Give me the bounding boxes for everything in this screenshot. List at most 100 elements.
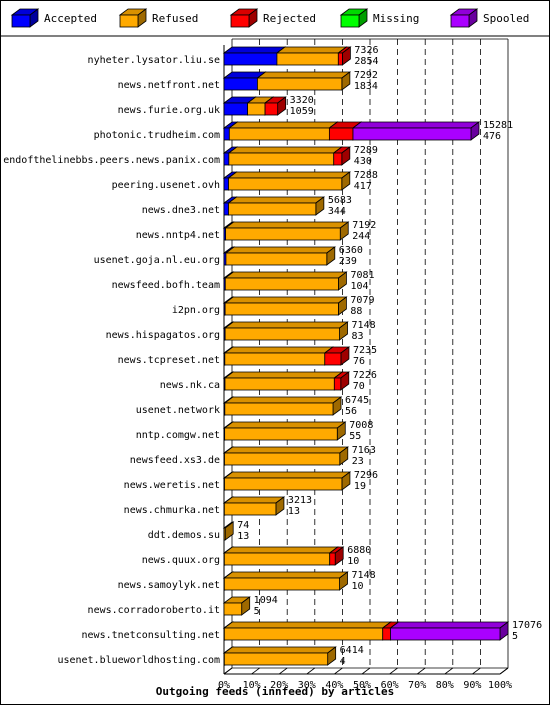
- bar-segment-refused: [222, 521, 235, 541]
- host-label: news.dne3.net: [142, 205, 220, 216]
- offered-value: 3213: [288, 495, 312, 506]
- spooled-value: 4: [340, 656, 346, 667]
- x-tick-label: 30%: [298, 680, 316, 691]
- bar-group: [222, 396, 343, 416]
- x-tick: [416, 667, 426, 675]
- bar-group: [222, 571, 349, 591]
- bar-segment-rejected: [263, 96, 287, 116]
- bar-segment-refused: [223, 621, 392, 641]
- host-label: i2pn.org: [172, 305, 220, 316]
- x-tick-label: 100%: [488, 680, 512, 691]
- x-axis-title: Outgoing feeds (innfeed) by articles: [156, 685, 394, 698]
- legend-cube-missing: [339, 8, 369, 28]
- legend-item-missing: Missing: [339, 6, 419, 30]
- bar-segment-refused: [223, 446, 349, 466]
- bar-segment-refused: [228, 121, 339, 141]
- spooled-value: 23: [352, 456, 364, 467]
- x-tick-label: 20%: [270, 680, 288, 691]
- host-label: news.tnetconsulting.net: [82, 630, 220, 641]
- legend-item-refused: Refused: [118, 6, 198, 30]
- legend-cube-refused: [118, 8, 148, 28]
- bar-group: [222, 46, 352, 66]
- bar-group: [222, 171, 351, 191]
- offered-value: 6414: [340, 645, 364, 656]
- offered-value: 6880: [347, 545, 371, 556]
- bar-segment-rejected: [333, 371, 350, 391]
- x-tick: [334, 667, 343, 675]
- host-label: newsfeed.bofh.team: [112, 280, 220, 291]
- offered-value: 1094: [254, 595, 278, 606]
- bar-segment-refused: [223, 571, 349, 591]
- spooled-value: 10: [352, 581, 364, 592]
- offered-value: 15281: [483, 120, 513, 131]
- bar-group: [222, 321, 349, 341]
- offered-value: 7192: [352, 220, 376, 231]
- offered-value: 7296: [354, 470, 378, 481]
- x-tick-label: 90%: [463, 680, 481, 691]
- host-label: usenet.goja.nl.eu.org: [94, 255, 220, 266]
- spooled-value: 2854: [354, 56, 378, 67]
- host-label: news.weretis.net: [124, 480, 220, 491]
- bar-segment-refused: [223, 546, 339, 566]
- host-label: peering.usenet.ovh: [112, 180, 220, 191]
- x-tick: [251, 667, 260, 675]
- x-tick: [472, 667, 481, 675]
- spooled-value: 344: [328, 206, 346, 217]
- bar-group: [222, 471, 352, 491]
- spooled-value: 104: [350, 281, 368, 292]
- bar-segment-refused: [227, 146, 343, 166]
- bar-group: [222, 246, 336, 266]
- x-tick: [306, 667, 316, 675]
- x-tick-label: 60%: [381, 680, 399, 691]
- spooled-value: 88: [350, 306, 362, 317]
- offered-value: 7292: [354, 70, 378, 81]
- bar-segment-refused: [223, 396, 343, 416]
- bar-group: [222, 596, 251, 616]
- offered-value: 7226: [353, 370, 377, 381]
- legend-swatch-missing: [339, 8, 369, 28]
- bar-segment-refused: [223, 346, 334, 366]
- x-tick-label: 0%: [218, 680, 230, 691]
- legend-swatch-accepted: [10, 8, 40, 28]
- bar-segment-refused: [222, 596, 251, 616]
- offered-value: 7289: [354, 145, 378, 156]
- bar-segment-refused: [223, 371, 344, 391]
- offered-value: 6745: [345, 395, 369, 406]
- legend-item-rejected: Rejected: [229, 6, 316, 30]
- offered-value: 7288: [354, 170, 378, 181]
- host-label: nntp.comgw.net: [136, 430, 220, 441]
- offered-value: 3320: [290, 95, 314, 106]
- legend-item-accepted: Accepted: [10, 6, 97, 30]
- legend-label-refused: Refused: [152, 11, 199, 25]
- spooled-value: 1059: [290, 106, 314, 117]
- bar-group: [222, 146, 352, 166]
- bar-segment-accepted: [222, 46, 287, 66]
- bar-segment-rejected: [323, 346, 351, 366]
- bar-group: [222, 621, 510, 641]
- host-label: news.hispagatos.org: [106, 330, 220, 341]
- host-label: news.furie.org.uk: [118, 105, 220, 116]
- offered-value: 7163: [352, 445, 376, 456]
- bar-group: [222, 71, 352, 91]
- x-tick-label: 80%: [436, 680, 454, 691]
- offered-value: 6360: [339, 245, 363, 256]
- bar-segment-refused: [224, 221, 350, 241]
- bar-segment-refused: [223, 421, 347, 441]
- legend-item-spooled: Spooled: [449, 6, 529, 30]
- bar-segment-refused: [224, 246, 336, 266]
- legend-cube-spooled: [449, 8, 479, 28]
- host-label: news.nntp4.net: [136, 230, 220, 241]
- spooled-value: 5: [254, 606, 260, 617]
- host-label: news.samoylyk.net: [118, 580, 220, 591]
- bar-segment-refused: [223, 321, 349, 341]
- host-label: nyheter.lysator.liu.se: [88, 55, 220, 66]
- x-tick-label: 40%: [325, 680, 343, 691]
- legend-swatch-spooled: [449, 8, 479, 28]
- host-label: news.tcpreset.net: [118, 355, 220, 366]
- bar-group: [222, 221, 350, 241]
- spooled-value: 83: [352, 331, 364, 342]
- host-label: news.corradoroberto.it: [88, 605, 220, 616]
- spooled-value: 244: [352, 231, 370, 242]
- bar-segment-refused: [223, 496, 286, 516]
